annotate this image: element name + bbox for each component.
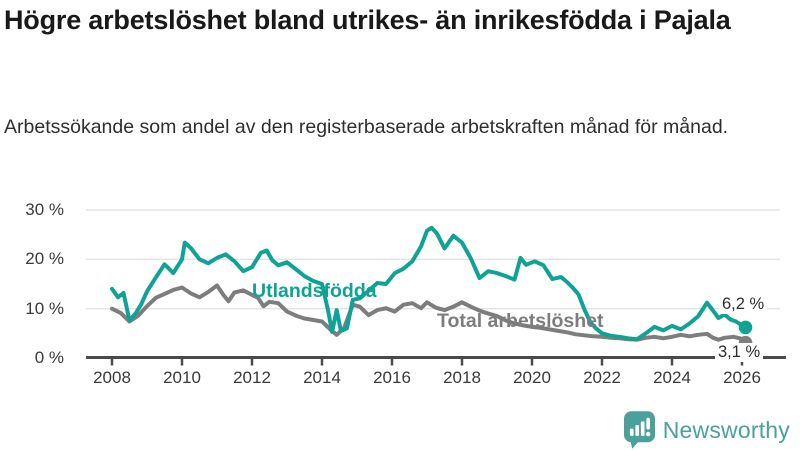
y-tick-label-30: 30 % — [25, 200, 64, 219]
series-label-utlandsfodda: Utlandsfödda — [252, 280, 377, 302]
x-tick-label-2020: 2020 — [513, 368, 551, 387]
x-tick-label-2024: 2024 — [653, 368, 691, 387]
x-tick-label-2010: 2010 — [163, 368, 201, 387]
end-value-label-total-arbetsloshet: 3,1 % — [715, 343, 764, 362]
series-line-0 — [110, 225, 748, 342]
x-tick-label-2014: 2014 — [303, 368, 341, 387]
x-tick-label-2018: 2018 — [443, 368, 481, 387]
newsworthy-logo-icon — [623, 411, 655, 449]
x-tick-label-2012: 2012 — [233, 368, 271, 387]
series-end-dot-0 — [738, 320, 753, 335]
x-tick-label-2026: 2026 — [723, 368, 761, 387]
series-line-1 — [110, 283, 748, 345]
x-tick-label-2008: 2008 — [93, 368, 131, 387]
newsworthy-logo: Newsworthy — [623, 411, 790, 449]
y-tick-label-0: 0 % — [34, 348, 64, 367]
page-title: Högre arbetslöshet bland utrikes- än inr… — [4, 5, 731, 35]
chart-subtitle: Arbetssökande som andel av den registerb… — [4, 116, 729, 138]
x-tick-label-2016: 2016 — [373, 368, 411, 387]
y-tick-label-10: 10 % — [25, 298, 64, 318]
series-label-total-arbetsloshet: Total arbetslöshet — [437, 310, 604, 332]
y-tick-label-20: 20 % — [25, 249, 64, 269]
x-tick-label-2022: 2022 — [583, 368, 621, 387]
end-value-label-utlandsfodda: 6,2 % — [719, 295, 768, 314]
newsworthy-logo-text: Newsworthy — [662, 416, 790, 443]
